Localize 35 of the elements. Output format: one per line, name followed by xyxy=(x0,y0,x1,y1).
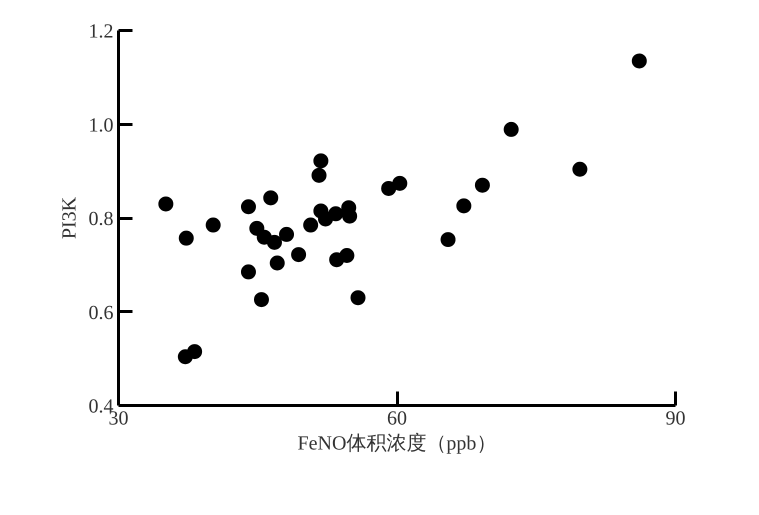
y-tick-label: 1.0 xyxy=(88,114,114,136)
point xyxy=(206,218,221,233)
point xyxy=(240,264,256,280)
point xyxy=(254,292,269,308)
x-tick-label: 90 xyxy=(666,408,686,430)
point xyxy=(279,226,294,242)
point xyxy=(632,53,647,68)
point xyxy=(328,206,344,222)
point xyxy=(158,196,174,212)
y-tick-label: 0.8 xyxy=(88,208,114,230)
y-tick-label: 0.6 xyxy=(88,302,114,324)
y-axis-title: PI3K xyxy=(58,196,80,240)
point xyxy=(312,168,327,183)
point xyxy=(313,153,328,168)
point xyxy=(474,178,490,193)
point xyxy=(178,230,194,246)
point xyxy=(392,176,408,191)
point xyxy=(339,248,354,263)
point xyxy=(187,344,202,360)
point xyxy=(440,232,456,248)
point xyxy=(266,234,282,250)
point xyxy=(381,180,396,196)
point xyxy=(572,162,588,177)
y-tick-label: 0.4 xyxy=(88,396,114,418)
x-tick-label: 60 xyxy=(387,408,407,430)
point xyxy=(350,290,366,306)
point xyxy=(263,190,278,206)
point xyxy=(504,122,519,137)
x-axis-title: FeNO体积浓度（ppb） xyxy=(298,432,496,454)
point xyxy=(270,256,285,270)
point xyxy=(240,199,256,214)
point xyxy=(303,218,318,233)
point xyxy=(291,247,306,262)
y-tick-label: 1.2 xyxy=(88,20,114,42)
point xyxy=(456,198,472,214)
